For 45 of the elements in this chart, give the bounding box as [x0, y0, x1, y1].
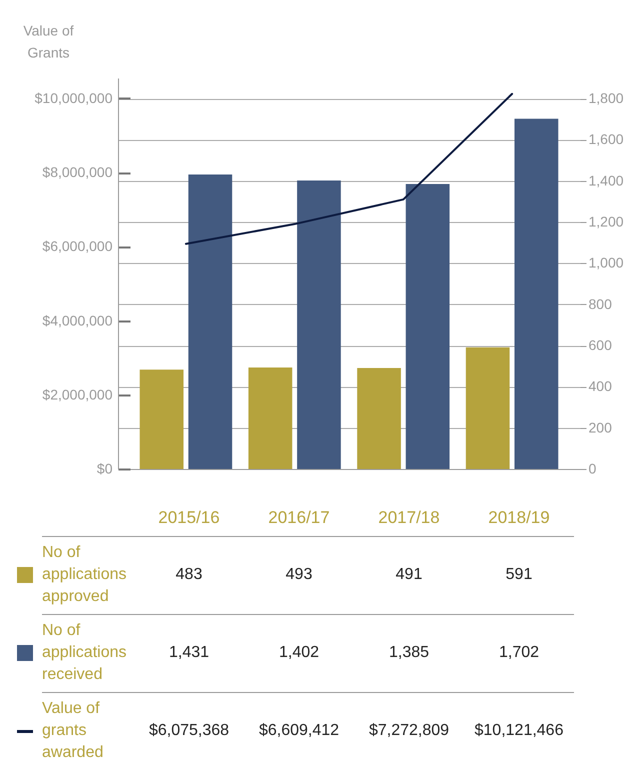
bar: [140, 370, 184, 469]
bar: [514, 118, 558, 469]
data-label: 1,702: [464, 614, 574, 692]
bar: [357, 368, 401, 469]
legend-label: No of applications approved: [42, 536, 134, 614]
y2-tick-label: 1,200: [588, 214, 624, 230]
y2-tick-label: 0: [588, 460, 596, 476]
y-tick-label: $6,000,000: [42, 238, 113, 254]
bar: [188, 174, 232, 469]
y-tick-label: $8,000,000: [42, 164, 113, 180]
x-tick-label: 2016/17: [244, 500, 354, 536]
x-tick-label: 2018/19: [464, 500, 574, 536]
y-tick-label: $10,000,000: [34, 90, 113, 106]
bar: [297, 180, 341, 469]
data-label: 491: [354, 536, 464, 614]
x-tick-label: 2017/18: [354, 500, 464, 536]
legend-label: Value of grants awarded: [42, 699, 104, 764]
bar: [466, 347, 510, 469]
data-label: 483: [134, 536, 244, 614]
y2-tick-label: 1,400: [588, 172, 624, 188]
y-tick-label: $2,000,000: [42, 386, 113, 402]
line-series: [184, 92, 514, 245]
x-tick-label: 2015/16: [134, 500, 244, 536]
y-axis-title: Value of Grants: [23, 22, 74, 60]
y2-tick-label: 600: [588, 337, 612, 354]
data-label: $6,609,412: [258, 721, 340, 742]
data-label: 493: [244, 536, 354, 614]
data-label: 1,385: [354, 614, 464, 692]
y-tick-label: $4,000,000: [42, 312, 113, 328]
bar: [406, 184, 450, 469]
y2-tick-label: 200: [588, 419, 612, 436]
data-label: 1,431: [134, 614, 244, 692]
data-label: 591: [464, 536, 574, 614]
y2-tick-label: 400: [588, 378, 612, 394]
y-tick-label: $0: [96, 460, 113, 476]
y2-tick-label: 1,800: [588, 90, 624, 106]
y2-tick-label: 1,000: [588, 254, 624, 271]
y2-tick-label: 1,600: [588, 131, 624, 148]
data-label: $7,272,809: [368, 721, 450, 742]
data-label: $10,121,466: [474, 721, 564, 742]
y2-tick-label: 800: [588, 296, 612, 312]
data-label: $6,075,368: [148, 721, 230, 742]
data-label: 1,402: [244, 614, 354, 692]
bar: [248, 368, 292, 469]
legend-label: No of applications received: [42, 614, 134, 692]
